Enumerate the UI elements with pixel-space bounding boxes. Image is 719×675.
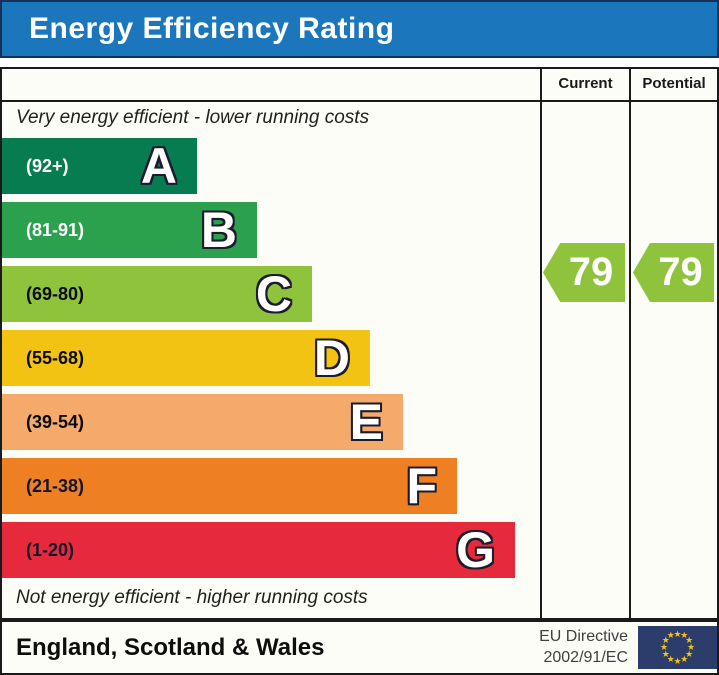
eu-flag-star-icon: ★ bbox=[680, 630, 689, 641]
eu-flag-star-icon: ★ bbox=[673, 628, 682, 639]
footer-bar: England, Scotland & Wales EU Directive 2… bbox=[0, 620, 719, 675]
eu-flag-star-icon: ★ bbox=[685, 648, 694, 659]
band-e: (39-54) E bbox=[2, 394, 403, 450]
page-title: Energy Efficiency Rating bbox=[29, 12, 395, 45]
band-b-letter: B bbox=[200, 202, 237, 258]
band-g-range: (1-20) bbox=[26, 539, 75, 560]
band-a: (92+) A bbox=[2, 138, 197, 194]
eu-flag-star-icon: ★ bbox=[673, 655, 682, 666]
band-d-letter: D bbox=[313, 330, 350, 386]
title-banner: Energy Efficiency Rating bbox=[0, 0, 719, 58]
eu-flag-star-icon: ★ bbox=[686, 642, 696, 652]
potential-rating-arrow: 79 bbox=[633, 243, 714, 302]
current-column-header: Current bbox=[558, 75, 613, 92]
band-b-range: (81-91) bbox=[26, 219, 85, 240]
band-g-letter: G bbox=[456, 522, 495, 578]
band-g: (1-20) G bbox=[2, 522, 515, 578]
band-e-letter: E bbox=[349, 394, 383, 450]
eu-flag-star-icon: ★ bbox=[680, 653, 689, 664]
current-rating-value: 79 bbox=[568, 250, 614, 294]
band-f-letter: F bbox=[406, 458, 437, 514]
band-d-range: (55-68) bbox=[26, 347, 85, 368]
eu-flag-star-icon: ★ bbox=[659, 642, 669, 652]
column-divider-current bbox=[540, 67, 542, 620]
band-f: (21-38) F bbox=[2, 458, 457, 514]
top-note: Very energy efficient - lower running co… bbox=[16, 107, 370, 128]
band-e-range: (39-54) bbox=[26, 411, 85, 432]
eu-flag: ★ ★ ★ ★ ★ ★ ★ ★ ★ ★ ★ ★ bbox=[638, 626, 717, 669]
eu-flag-star-icon: ★ bbox=[661, 635, 670, 646]
column-divider-potential bbox=[629, 67, 631, 620]
eu-flag-star-icon: ★ bbox=[661, 648, 670, 659]
eu-directive-line1: EU Directive bbox=[539, 628, 628, 645]
current-rating-arrow: 79 bbox=[543, 243, 625, 302]
band-c-letter: C bbox=[255, 266, 292, 322]
band-f-range: (21-38) bbox=[26, 475, 85, 496]
eu-directive-line2: 2002/91/EC bbox=[543, 649, 628, 666]
eu-flag-star-icon: ★ bbox=[685, 635, 694, 646]
band-a-letter: A bbox=[140, 138, 177, 194]
band-c-range: (69-80) bbox=[26, 283, 85, 304]
eu-flag-star-icon: ★ bbox=[666, 653, 675, 664]
bottom-note: Not energy efficient - higher running co… bbox=[16, 587, 368, 608]
header-row-divider bbox=[0, 100, 719, 102]
eu-directive-label: EU Directive 2002/91/EC bbox=[539, 626, 628, 668]
eu-flag-star-icon: ★ bbox=[666, 630, 675, 641]
potential-rating-value: 79 bbox=[658, 250, 703, 294]
band-d: (55-68) D bbox=[2, 330, 370, 386]
band-a-range: (92+) bbox=[26, 155, 69, 176]
potential-column-header: Potential bbox=[642, 75, 706, 92]
band-c: (69-80) C bbox=[2, 266, 312, 322]
region-label: England, Scotland & Wales bbox=[16, 634, 325, 661]
band-b: (81-91) B bbox=[2, 202, 257, 258]
